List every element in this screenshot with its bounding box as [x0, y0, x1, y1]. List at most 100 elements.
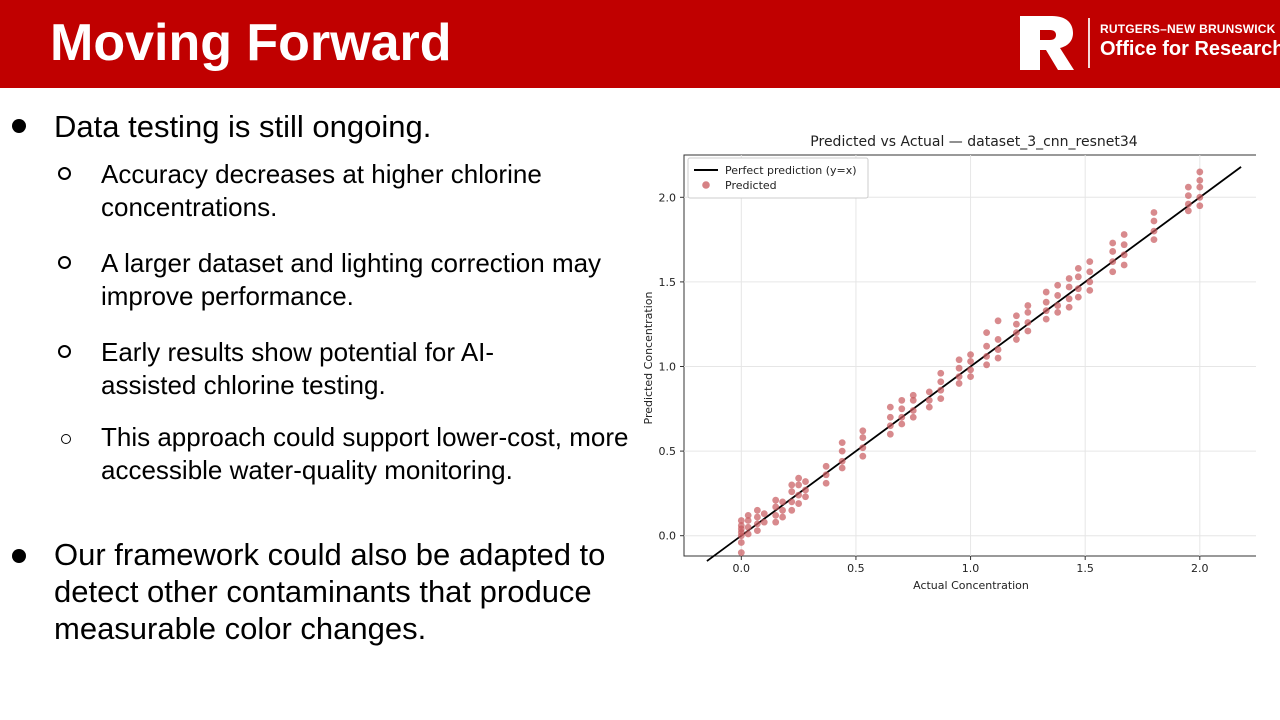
data-point — [737, 539, 745, 546]
data-point — [822, 471, 830, 479]
data-point — [1042, 307, 1050, 315]
data-point — [925, 388, 933, 396]
logo-divider — [1088, 18, 1090, 68]
data-point — [955, 364, 963, 372]
data-point — [753, 520, 761, 528]
points-group — [737, 168, 1204, 557]
data-point — [1054, 281, 1062, 289]
data-point — [859, 434, 867, 441]
data-point — [937, 386, 945, 394]
data-point — [1196, 183, 1204, 191]
data-point — [1086, 268, 1094, 276]
data-point — [859, 444, 867, 452]
data-point — [838, 457, 846, 465]
sub-bullet-text: Accuracy decreases at higher chlorine co… — [101, 159, 542, 222]
scatter-chart: Predicted vs Actual — dataset_3_cnn_resn… — [642, 134, 1256, 592]
data-point — [1013, 336, 1020, 343]
data-point — [1150, 209, 1158, 216]
data-point — [1150, 236, 1158, 243]
data-point — [898, 420, 906, 428]
data-point — [788, 498, 796, 506]
data-point — [1054, 292, 1062, 299]
data-point — [1184, 183, 1192, 191]
logo-line2: Office for Research — [1100, 38, 1280, 60]
data-point — [1024, 327, 1032, 335]
data-point — [772, 496, 780, 504]
data-point — [925, 403, 933, 411]
data-point — [760, 510, 768, 518]
data-point — [772, 503, 780, 511]
data-point — [983, 352, 991, 360]
data-point — [760, 518, 768, 526]
data-point — [1196, 176, 1204, 184]
data-point — [886, 413, 894, 421]
data-point — [1109, 258, 1117, 265]
data-point — [1109, 239, 1117, 247]
data-point — [1120, 231, 1128, 238]
data-point — [1150, 227, 1158, 235]
bullet-ring-icon — [58, 167, 71, 180]
legend: Perfect prediction (y=x) Predicted — [687, 157, 869, 199]
data-point — [1024, 308, 1032, 316]
data-point — [955, 380, 963, 387]
sub-bullet-text: This approach could support lower-cost, … — [101, 422, 629, 485]
x-tick-label: 0.5 — [847, 562, 865, 575]
data-point — [822, 462, 830, 470]
data-point — [1065, 303, 1073, 311]
rutgers-logo: RUTGERS–NEW BRUNSWICK Office for Researc… — [1016, 14, 1280, 74]
axis-ticks: 0.0 0.5 1.0 1.5 2.0 0.0 0.5 1.0 1.5 2.0 — [659, 191, 1209, 575]
sub-bullet-text: Early results show potential for AI-assi… — [101, 337, 495, 400]
data-point — [795, 474, 803, 482]
x-tick-label: 1.0 — [962, 562, 980, 575]
data-point — [909, 396, 917, 404]
x-tick-label: 1.5 — [1076, 562, 1094, 575]
sub-bullet-text: A larger dataset and lighting correction… — [101, 248, 602, 311]
data-point — [955, 373, 963, 381]
y-tick-label: 0.0 — [659, 530, 677, 543]
data-point — [1024, 302, 1032, 309]
data-point — [795, 481, 803, 489]
data-point — [1065, 283, 1073, 291]
data-point — [1196, 193, 1204, 201]
data-point — [1074, 285, 1082, 293]
data-point — [1065, 275, 1073, 282]
data-point — [795, 500, 803, 507]
bullet-ring-small-icon — [61, 434, 71, 444]
data-point — [788, 506, 796, 514]
data-point — [1086, 278, 1094, 286]
data-point — [838, 447, 846, 455]
data-point — [925, 396, 933, 404]
data-point — [967, 373, 974, 381]
data-point — [909, 407, 917, 414]
data-point — [1109, 248, 1117, 255]
logo-line1: RUTGERS–NEW BRUNSWICK — [1100, 22, 1276, 36]
data-point — [898, 405, 906, 413]
data-point — [1074, 264, 1082, 272]
data-point — [967, 351, 974, 359]
data-point — [994, 346, 1002, 353]
data-point — [937, 395, 945, 403]
data-point — [779, 506, 786, 514]
data-point — [994, 354, 1002, 362]
x-tick-label: 2.0 — [1191, 562, 1209, 575]
data-point — [802, 486, 809, 494]
data-point — [1150, 217, 1158, 225]
data-point — [822, 479, 830, 487]
data-point — [788, 488, 796, 496]
data-point — [788, 481, 796, 489]
data-point — [1120, 261, 1128, 269]
data-point — [1184, 200, 1192, 208]
data-point — [779, 498, 786, 506]
data-point — [1013, 320, 1020, 328]
data-point — [1042, 298, 1050, 306]
data-point — [859, 427, 867, 435]
data-point — [802, 493, 809, 501]
data-point — [898, 396, 906, 404]
data-point — [1196, 202, 1204, 210]
data-point — [1086, 258, 1094, 265]
data-point — [838, 464, 846, 472]
data-point — [737, 532, 745, 540]
data-point — [1074, 293, 1082, 301]
data-point — [753, 513, 761, 521]
data-point — [1109, 268, 1117, 276]
